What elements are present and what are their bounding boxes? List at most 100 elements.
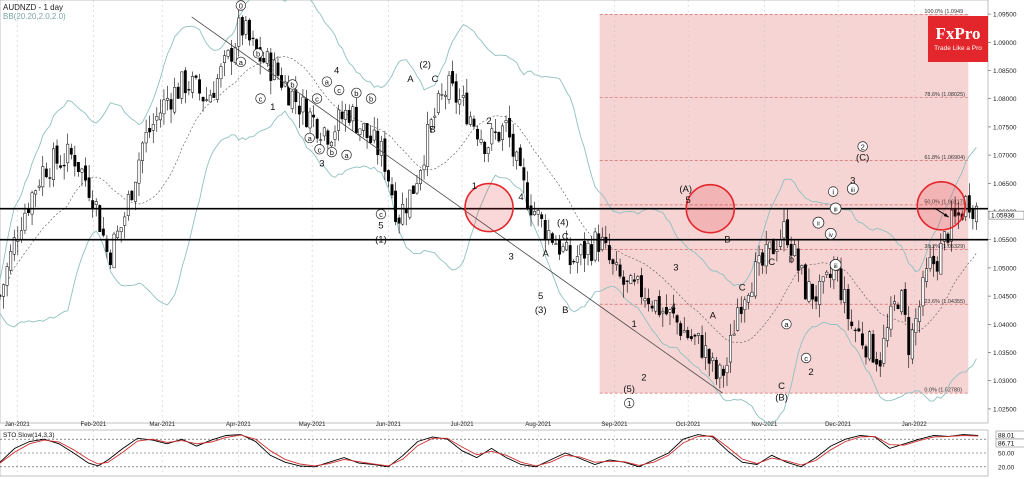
candle-body — [94, 201, 98, 205]
current-price-box — [988, 210, 1024, 220]
chart-title: AUDNZD - 1 day — [3, 3, 64, 12]
fib-level-label: 61.8% (1.06904) — [924, 155, 965, 161]
wave-label: 2 — [808, 367, 813, 378]
wave-label-circle — [365, 93, 377, 104]
candle-body — [657, 296, 661, 316]
wave-label-circle — [828, 186, 839, 197]
candle-body — [811, 283, 814, 300]
candle-body — [59, 165, 63, 168]
candle-body — [910, 329, 914, 360]
candle-body — [383, 138, 387, 172]
candle-body — [365, 123, 369, 138]
sto-tick-label: 20.00 — [998, 464, 1015, 471]
wave-label-circle — [287, 79, 298, 90]
candle-body — [536, 210, 540, 215]
candle-body — [675, 315, 679, 323]
wave-label-circle — [304, 132, 315, 144]
y-tick-label: 1.07500 — [993, 124, 1017, 131]
candle-body — [376, 130, 380, 156]
candle-body — [640, 275, 643, 298]
candle-body — [686, 330, 690, 338]
candle-body — [693, 334, 697, 337]
candle-body — [130, 190, 134, 201]
candle-body — [636, 276, 640, 280]
candle-body — [672, 307, 675, 314]
highlight-circle — [464, 182, 514, 233]
candle-body — [575, 256, 579, 263]
wave-label: C — [739, 282, 746, 293]
candle-body — [846, 288, 850, 320]
candle-body — [55, 145, 59, 164]
candle-body — [166, 98, 169, 101]
candle-body — [326, 130, 330, 145]
candle-body — [586, 242, 590, 255]
bollinger-middle-band — [0, 55, 977, 343]
candle-body — [725, 365, 729, 374]
candle-body — [582, 241, 586, 259]
wave-label: 0 — [239, 1, 243, 10]
candle-body — [419, 170, 422, 184]
candle-body — [793, 244, 797, 256]
wave-label: ii — [817, 222, 820, 228]
wave-label: b — [290, 80, 294, 89]
candle-body — [133, 181, 137, 202]
wave-label: 2 — [641, 373, 646, 384]
candle-body — [800, 265, 804, 269]
candle-body — [394, 190, 398, 222]
wave-label: a — [239, 58, 244, 67]
candle-body — [379, 141, 383, 156]
candle-body — [668, 309, 672, 313]
candle-body — [925, 268, 929, 282]
candle-body — [942, 231, 946, 242]
y-tick-label: 1.09000 — [993, 40, 1017, 47]
candle-body — [885, 327, 889, 341]
candle-body — [917, 306, 921, 322]
candle-body — [497, 132, 501, 142]
wave-label-circle — [311, 93, 323, 104]
candle-body — [736, 307, 740, 331]
x-tick-label: Apr-2021 — [226, 422, 251, 428]
candle-body — [682, 330, 686, 333]
x-tick-label: Jun-2021 — [376, 422, 402, 428]
candle-body — [932, 255, 936, 265]
x-tick-label: Jan-2021 — [5, 422, 31, 428]
x-tick-label: Sep-2021 — [601, 422, 628, 428]
candle-body — [162, 99, 166, 115]
wave-label: iii — [834, 208, 838, 214]
candle-body — [351, 106, 355, 122]
candle-body — [600, 236, 604, 250]
y-tick-label: 1.03500 — [993, 350, 1017, 357]
downtrend-line — [191, 16, 723, 394]
wave-label: a — [308, 134, 313, 143]
logo-brand: FxPro — [935, 24, 981, 43]
candle-body — [689, 336, 693, 339]
candle-body — [476, 128, 479, 140]
x-tick-label: Jul-2021 — [451, 422, 475, 428]
candle-body — [198, 79, 202, 94]
candle-body — [971, 209, 975, 219]
candle-body — [190, 76, 194, 93]
candle-body — [415, 183, 419, 194]
candle-body — [707, 349, 711, 364]
candle-body — [87, 177, 91, 198]
wave-label: (2) — [419, 60, 431, 71]
candle-body — [814, 296, 818, 302]
candle-body — [878, 360, 882, 367]
candle-body — [158, 112, 162, 121]
wave-label: B — [562, 305, 568, 316]
wave-label: 5 — [686, 195, 691, 206]
candle-body — [248, 19, 251, 41]
candle-body — [262, 57, 266, 63]
wave-label: A — [407, 74, 414, 85]
x-tick-label: Nov-2021 — [751, 422, 778, 428]
wave-label: b — [789, 254, 794, 265]
wave-label: a — [784, 320, 789, 329]
wave-label-circle — [812, 216, 825, 229]
candle-body — [251, 37, 255, 40]
bollinger-lower-band — [0, 110, 977, 426]
candle-body — [372, 129, 376, 141]
candle-body — [543, 220, 547, 241]
candle-body — [518, 147, 522, 166]
candle-body — [871, 334, 875, 363]
